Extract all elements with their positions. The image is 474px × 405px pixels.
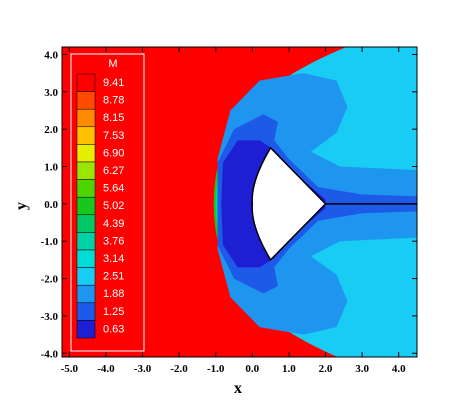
y-tick-label: -1.0 [41,236,59,248]
legend-label: 3.14 [103,253,124,265]
legend-swatch [76,267,96,286]
x-tick-label: 2.0 [319,363,333,375]
legend-label: 6.27 [103,165,124,177]
y-tick-label: -2.0 [41,274,59,286]
legend-swatch [76,196,96,216]
y-tick-label: 2.0 [44,124,58,136]
x-axis-title: x [234,380,242,397]
y-tick-label: 3.0 [44,87,58,99]
legend-swatch [76,179,96,198]
x-tick-label: 1.0 [282,363,296,375]
y-tick-label: -3.0 [41,311,59,323]
legend-items: 9.41 8.78 8.15 7.53 6.90 6.27 5.64 5.02 4.39 3.76… [76,73,124,339]
x-tick-label: -5.0 [61,363,79,375]
legend-swatch [76,320,96,339]
x-tick-label: 0.0 [245,363,259,375]
legend-label: 9.41 [103,77,124,89]
y-tick-label: 0.0 [44,199,58,211]
legend-swatch [76,91,96,110]
x-tick-label: 3.0 [355,363,369,375]
blunt-body [251,146,327,262]
legend-title: M [108,58,117,70]
x-tick-label: -1.0 [207,363,225,375]
y-tick-label: 4.0 [44,49,58,61]
legend-swatch [76,126,96,145]
y-axis-ticks: 4.0 3.0 2.0 1.0 0.0 -1.0 -2.0 -3.0 -4.0 [41,49,417,360]
legend-swatch [76,161,96,180]
legend-label: 1.25 [103,306,124,318]
legend-label: 0.63 [103,323,124,335]
legend-label: 8.78 [103,95,124,107]
y-tick-label: -4.0 [41,348,59,360]
legend-label: 4.39 [103,218,124,230]
x-tick-label: 4.0 [392,363,406,375]
legend-swatch [76,144,96,163]
y-axis-title: y [13,202,30,210]
legend-swatch [76,108,96,128]
legend-label: 8.15 [103,112,124,124]
legend-label: 5.02 [103,200,124,212]
legend-swatch [76,214,96,233]
color-legend: M 9.41 8.78 8.15 7.53 6.90 6.27 5.64 5.02 4.39 3.… [70,53,145,352]
legend-label: 7.53 [103,130,124,142]
legend-swatch [76,232,96,251]
x-tick-label: -4.0 [97,363,115,375]
legend-swatch [76,73,96,92]
body-shape [251,146,417,262]
legend-label: 1.88 [103,288,124,300]
x-tick-label: -2.0 [170,363,188,375]
legend-box [70,53,145,352]
plot-area [62,47,417,357]
y-tick-label: 1.0 [44,162,58,174]
plot-frame [61,46,418,358]
x-axis-ticks: -5.0 -4.0 -3.0 -2.0 -1.0 0.0 1.0 2.0 3.0 4.0 [61,47,406,375]
legend-label: 6.90 [103,147,124,159]
legend-label: 2.51 [103,271,124,283]
legend-swatch [76,284,96,304]
legend-label: 5.64 [103,183,124,195]
legend-label: 3.76 [103,235,124,247]
x-tick-label: -3.0 [134,363,152,375]
legend-swatch [76,249,96,268]
legend-swatch [76,302,96,321]
